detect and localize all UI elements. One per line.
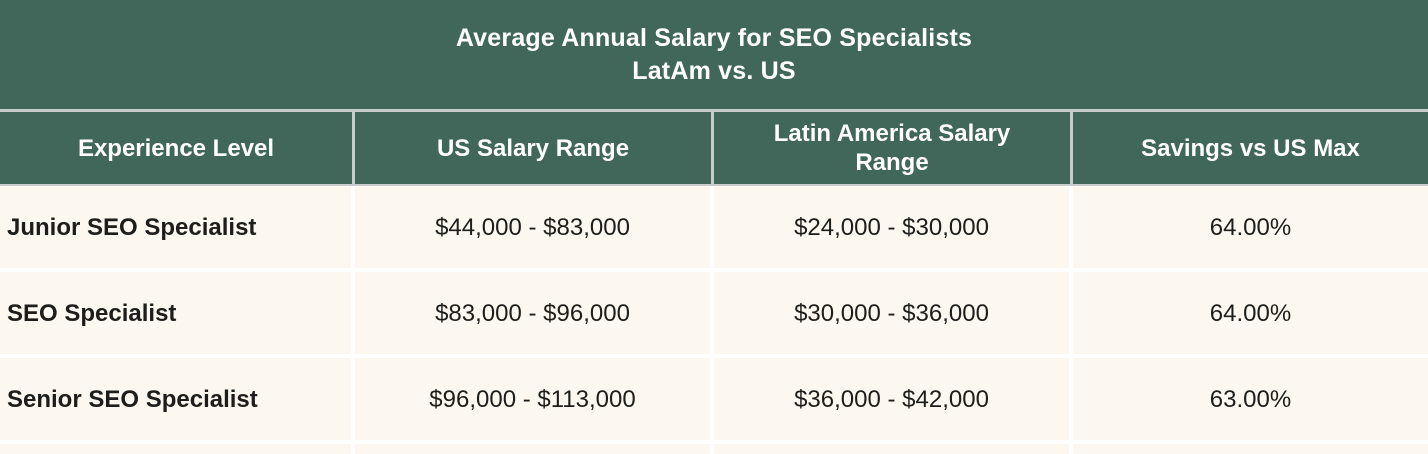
col-header-us-salary-range: US Salary Range xyxy=(355,112,714,184)
savings-cell: 64.00% xyxy=(1209,213,1292,241)
latam-salary-range-cell: $36,000 - $42,000 xyxy=(714,358,1073,440)
experience-level-cell: Senior SEO Specialist xyxy=(0,358,355,440)
col-header-latam-salary-range: Latin America Salary Range xyxy=(714,112,1073,184)
col-header-savings-vs-us-max: Savings vs US Max xyxy=(1141,134,1360,162)
savings-cell: 64.00% xyxy=(1209,299,1292,327)
col-header-experience-level: Experience Level xyxy=(0,112,355,184)
latam-salary-range-cell xyxy=(714,444,1073,454)
us-salary-range-cell: $44,000 - $83,000 xyxy=(355,186,714,268)
table-row-partial xyxy=(0,444,1428,454)
experience-level-cell: Junior SEO Specialist xyxy=(0,186,355,268)
table-row: Junior SEO Specialist $44,000 - $83,000 … xyxy=(0,186,1428,272)
experience-level-cell: SEO Specialist xyxy=(0,272,355,354)
table-row: Senior SEO Specialist $96,000 - $113,000… xyxy=(0,358,1428,444)
us-salary-range-cell xyxy=(355,444,714,454)
table-header-row: Experience Level US Salary Range Latin A… xyxy=(0,112,1428,186)
table-title-line-1: Average Annual Salary for SEO Specialist… xyxy=(455,23,973,52)
table-title-line-2: LatAm vs. US xyxy=(632,56,796,85)
latam-salary-range-cell: $24,000 - $30,000 xyxy=(714,186,1073,268)
us-salary-range-cell: $83,000 - $96,000 xyxy=(355,272,714,354)
table-row: SEO Specialist $83,000 - $96,000 $30,000… xyxy=(0,272,1428,358)
experience-level-cell xyxy=(0,444,355,454)
latam-salary-range-cell: $30,000 - $36,000 xyxy=(714,272,1073,354)
table-title-band: Average Annual Salary for SEO Specialist… xyxy=(0,0,1428,112)
savings-cell xyxy=(1073,444,1428,454)
savings-cell: 63.00% xyxy=(1209,385,1292,413)
us-salary-range-cell: $96,000 - $113,000 xyxy=(355,358,714,440)
